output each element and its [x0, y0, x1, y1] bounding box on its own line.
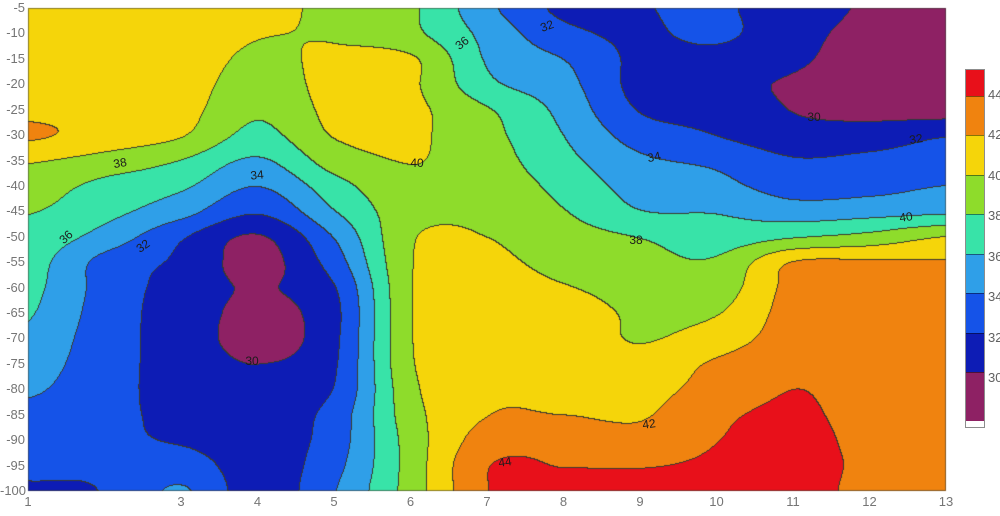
- y-tick-label: -45: [6, 203, 25, 219]
- y-tick-label: -55: [6, 254, 25, 270]
- contour-label: 34: [646, 148, 662, 166]
- colorbar-segment: [966, 371, 984, 421]
- colorbar-segment: [966, 96, 984, 136]
- colorbar-segment: [966, 332, 984, 372]
- contour-label: 38: [112, 154, 128, 172]
- contour-label: 40: [898, 209, 914, 225]
- x-tick-label: 3: [177, 494, 185, 509]
- y-tick-label: -15: [6, 50, 25, 66]
- contour-label: 40: [410, 156, 424, 170]
- y-tick-label: -60: [6, 279, 25, 295]
- y-tick-label: -100: [0, 483, 27, 498]
- colorbar-tick-label: 42: [988, 127, 1000, 143]
- colorbar-tick-label: 32: [988, 329, 1000, 345]
- contour-label: 32: [908, 130, 924, 148]
- colorbar-segment: [966, 174, 984, 215]
- colorbar-segment: [966, 214, 984, 254]
- y-tick-label: -85: [6, 406, 25, 422]
- x-tick-label: 10: [709, 494, 724, 509]
- y-tick-label: -40: [6, 177, 25, 193]
- x-tick-label: 7: [483, 494, 491, 509]
- contour-label: 38: [629, 233, 643, 247]
- x-tick-label: 12: [862, 494, 877, 509]
- x-tick-label: 9: [636, 494, 644, 509]
- y-tick-label: -25: [6, 101, 25, 117]
- contour-label: 34: [249, 167, 265, 183]
- colorbar-tick-label: 40: [988, 167, 1000, 183]
- contour-label: 42: [641, 416, 657, 432]
- x-tick-label: 1: [24, 494, 32, 509]
- contour-label: 44: [497, 454, 513, 470]
- y-tick-label: -10: [6, 25, 25, 41]
- x-tick-label: 13: [938, 494, 954, 509]
- y-tick-label: -95: [6, 457, 25, 473]
- colorbar-tick-label: 36: [988, 248, 1000, 264]
- contour-label: 30: [245, 354, 259, 368]
- contour-label: 30: [807, 110, 821, 124]
- x-tick-label: 4: [253, 494, 262, 509]
- y-tick-label: -5: [13, 0, 25, 15]
- colorbar-segment: [966, 135, 984, 175]
- colorbar-segment: [966, 293, 984, 333]
- y-tick-label: -65: [6, 305, 25, 321]
- y-tick-label: -90: [6, 432, 25, 448]
- y-tick-label: -70: [6, 330, 25, 346]
- y-tick-label: -35: [6, 152, 25, 168]
- y-tick-label: -50: [6, 228, 25, 244]
- x-tick-label: 11: [786, 494, 800, 509]
- x-tick-label: 6: [406, 494, 415, 509]
- x-tick-label: 8: [559, 494, 568, 509]
- colorbar-tick-label: 30: [988, 370, 1000, 385]
- y-tick-label: -80: [6, 381, 25, 397]
- y-tick-label: -30: [6, 127, 25, 143]
- x-tick-label: 5: [330, 494, 338, 509]
- colorbar-tick-label: 44: [988, 87, 1000, 102]
- colorbar: [965, 69, 985, 428]
- y-tick-label: -20: [6, 76, 25, 92]
- colorbar-tick-label: 34: [988, 289, 1000, 305]
- colorbar-segment: [966, 253, 984, 294]
- y-tick-label: -75: [6, 355, 25, 371]
- colorbar-tick-label: 38: [988, 208, 1000, 224]
- colorbar-segment: [966, 70, 984, 96]
